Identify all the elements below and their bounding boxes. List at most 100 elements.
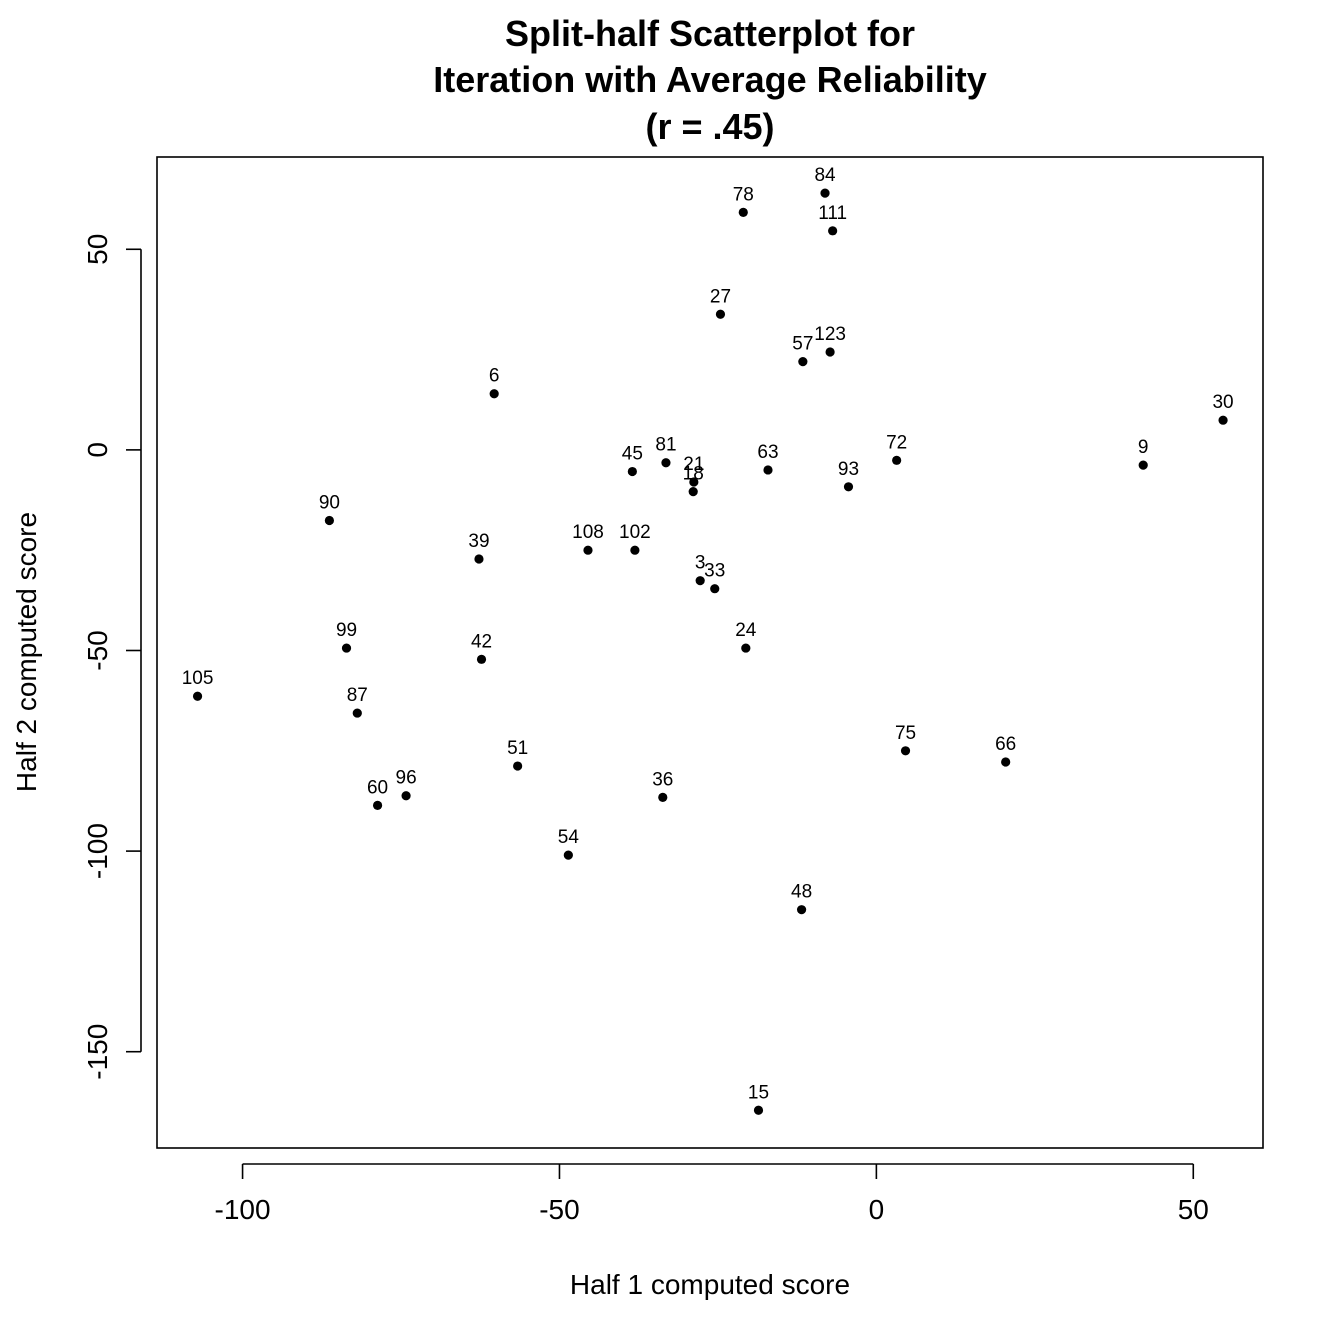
data-point-label: 3 xyxy=(695,553,706,574)
data-point-label: 36 xyxy=(652,769,673,790)
data-point-label: 45 xyxy=(622,444,643,465)
data-point-marker xyxy=(476,654,487,664)
data-point-marker xyxy=(825,347,835,357)
y-axis: -150 -100 -50 0 50 xyxy=(82,234,142,1080)
data-point: 51 xyxy=(507,738,528,771)
data-point-label: 48 xyxy=(791,882,812,903)
plot-frame xyxy=(156,156,1264,1149)
data-point-label: 9 xyxy=(1138,437,1149,458)
data-point-label: 39 xyxy=(468,531,489,552)
data-point-label: 111 xyxy=(818,203,847,224)
data-point-marker xyxy=(710,584,720,594)
data-point-label: 93 xyxy=(838,459,859,480)
data-point-label: 105 xyxy=(182,668,214,689)
data-point: 96 xyxy=(396,768,417,801)
data-point-label: 63 xyxy=(757,442,778,463)
data-point-marker xyxy=(474,554,484,564)
data-point: 45 xyxy=(622,444,643,477)
data-point-label: 75 xyxy=(895,723,916,744)
data-point: 39 xyxy=(468,531,490,564)
data-point: 21 xyxy=(683,454,704,487)
chart-title-line-2: Iteration with Average Reliability xyxy=(433,59,986,100)
x-tick-label: -50 xyxy=(539,1194,579,1225)
chart-title-line-1: Split-half Scatterplot for xyxy=(505,13,915,54)
data-point-marker xyxy=(513,761,523,771)
data-point-label: 57 xyxy=(792,334,813,355)
data-point-label: 24 xyxy=(735,620,757,641)
data-point-label: 78 xyxy=(733,184,754,205)
data-point: 90 xyxy=(319,493,340,526)
data-point-label: 87 xyxy=(347,685,368,706)
data-point-label: 21 xyxy=(683,454,704,475)
y-tick-label: 50 xyxy=(82,234,113,265)
data-point-label: 54 xyxy=(558,827,580,848)
data-point-label: 108 xyxy=(572,522,604,543)
data-point: 81 xyxy=(655,435,677,468)
data-point: 57 xyxy=(792,334,813,367)
data-point-marker xyxy=(820,188,830,198)
x-tick-label: -100 xyxy=(215,1194,271,1225)
data-point-marker xyxy=(689,477,699,487)
data-point: 3 xyxy=(695,553,706,586)
data-point-marker xyxy=(658,792,668,802)
data-point-label: 27 xyxy=(710,286,731,307)
data-point-marker xyxy=(741,643,751,653)
data-point-label: 42 xyxy=(471,631,492,652)
data-point: 123 xyxy=(814,324,846,357)
data-point-label: 51 xyxy=(507,738,528,759)
data-point: 63 xyxy=(757,442,779,475)
y-tick-label: -100 xyxy=(82,823,113,879)
data-point-label: 66 xyxy=(995,734,1016,755)
data-point-marker xyxy=(715,309,726,319)
data-point: 48 xyxy=(791,882,812,915)
data-point-marker xyxy=(900,746,911,756)
data-point-marker xyxy=(688,487,698,497)
data-point-marker xyxy=(695,576,705,586)
data-point-marker xyxy=(843,482,854,492)
data-point-marker xyxy=(352,708,362,718)
data-point: 105 xyxy=(182,668,214,701)
x-axis: -100 -50 0 50 xyxy=(215,1163,1209,1225)
data-point-marker xyxy=(753,1105,764,1115)
data-point: 75 xyxy=(895,723,916,756)
x-tick-label: 0 xyxy=(869,1194,885,1225)
data-point-marker xyxy=(341,643,352,653)
data-point-label: 18 xyxy=(683,464,704,485)
data-point-label: 90 xyxy=(319,493,340,514)
data-point-marker xyxy=(630,545,640,555)
x-axis-label: Half 1 computed score xyxy=(570,1269,850,1300)
data-point-label: 6 xyxy=(489,366,500,387)
data-point: 6 xyxy=(489,366,500,399)
data-point-label: 33 xyxy=(704,561,725,582)
data-point-marker xyxy=(892,455,902,465)
data-point: 78 xyxy=(733,184,754,217)
data-point-label: 15 xyxy=(748,1082,769,1103)
data-point-marker xyxy=(798,357,808,367)
data-point-marker xyxy=(583,545,593,555)
data-point-marker xyxy=(489,389,499,399)
data-point: 33 xyxy=(704,561,725,594)
data-point: 9 xyxy=(1138,437,1149,470)
data-point-label: 96 xyxy=(396,768,417,789)
data-point: 87 xyxy=(347,685,368,718)
data-point-marker xyxy=(1218,415,1228,425)
data-point-marker xyxy=(563,850,573,860)
data-point-label: 102 xyxy=(619,522,651,543)
data-point: 42 xyxy=(471,631,492,664)
data-point: 24 xyxy=(735,620,757,653)
data-point: 15 xyxy=(748,1082,769,1115)
data-point: 108 xyxy=(572,522,604,555)
data-point-label: 81 xyxy=(655,435,676,456)
data-point: 27 xyxy=(710,286,731,319)
data-point: 60 xyxy=(367,777,388,810)
data-point-marker xyxy=(324,515,334,526)
data-point: 66 xyxy=(995,734,1016,767)
data-point: 18 xyxy=(683,464,704,497)
data-point-marker xyxy=(763,465,773,475)
data-point-marker xyxy=(661,458,671,468)
data-point-marker xyxy=(401,791,411,801)
data-point-marker xyxy=(1001,757,1011,767)
data-point-marker xyxy=(796,905,807,915)
data-point-label: 72 xyxy=(886,432,907,453)
